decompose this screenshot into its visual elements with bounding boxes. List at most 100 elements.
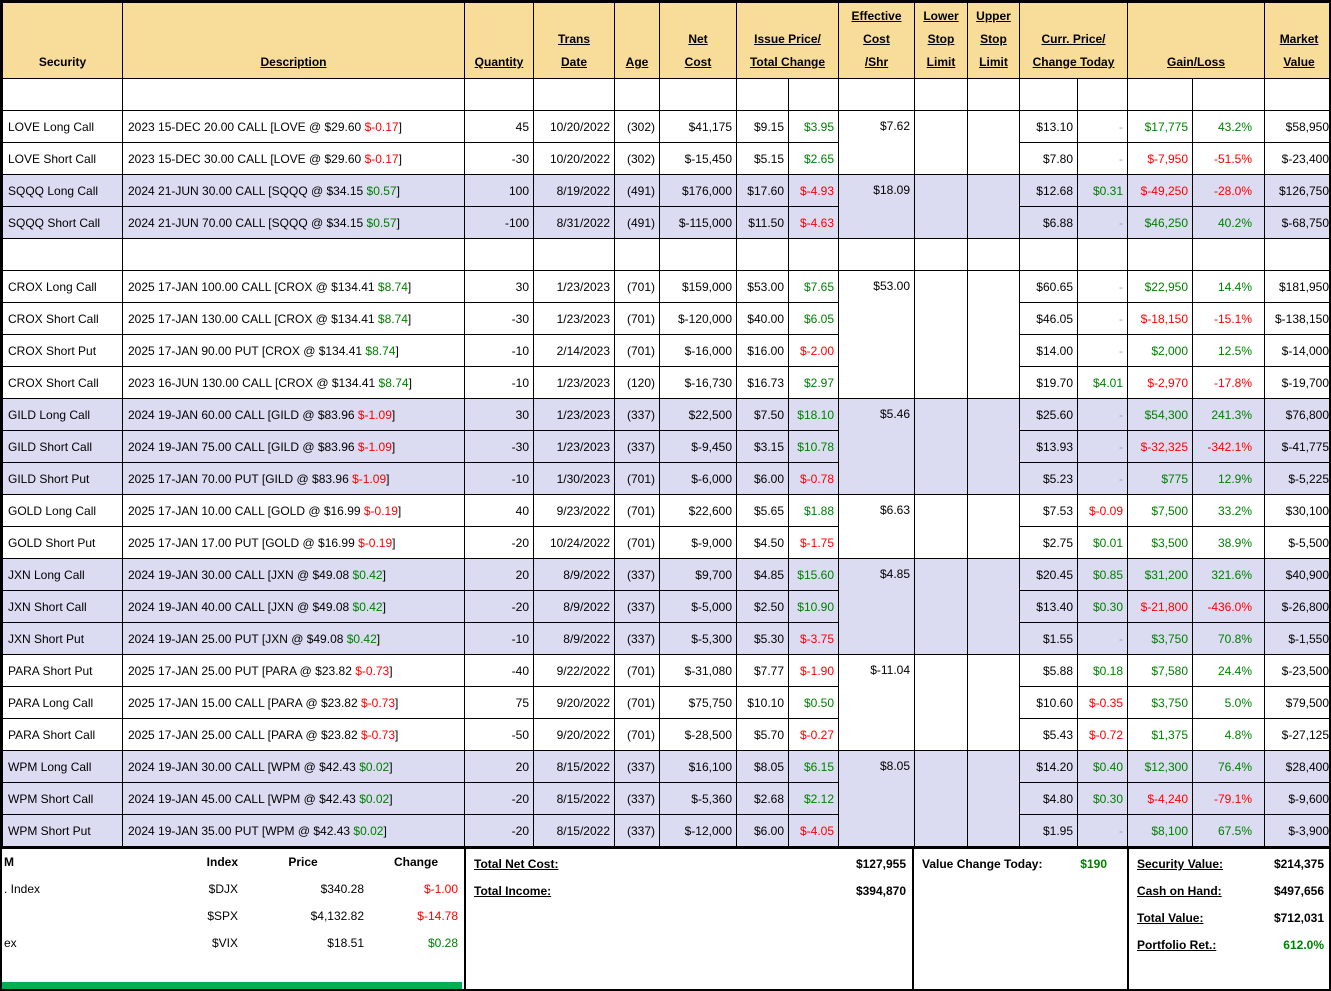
position-row: CROX Short Call 2023 16-JUN 130.00 CALL [… (2, 366, 1329, 399)
issue-price-cell: $3.15 (736, 430, 789, 463)
change-today-cell: - (1076, 814, 1129, 847)
column-header-net-cost[interactable]: Net Cost (659, 2, 737, 79)
index-column-header: Index (206, 855, 238, 869)
column-header-label: Effective Cost /Shr (851, 9, 902, 69)
column-header-gain-loss[interactable]: Gain/Loss (1127, 2, 1266, 79)
index-row-vix: ex $VIX $18.51 $0.28 (2, 930, 464, 957)
gain-cell: $46,250 (1127, 206, 1194, 239)
total-change-cell: $-2.00 (788, 334, 839, 367)
column-header-description[interactable]: Description (122, 2, 465, 79)
trans-date-cell: 10/20/2022 (533, 142, 615, 175)
column-header-lower-stop-limit[interactable]: Lower Stop Limit (914, 2, 968, 79)
change-today-cell: - (1076, 398, 1129, 431)
curr-price-cell: $7.80 (1019, 142, 1078, 175)
position-row: LOVE Short Call 2023 15-DEC 30.00 CALL [L… (2, 142, 1329, 175)
column-header-effective-cost-shr[interactable]: Effective Cost /Shr (838, 2, 915, 79)
description-text: 2025 17-JAN 70.00 PUT [GILD @ $83.96 (128, 471, 353, 486)
description-stock-change: $-0.17 (364, 151, 399, 166)
net-cost-cell: $-12,000 (659, 814, 737, 847)
trans-date-cell: 2/14/2023 (533, 334, 615, 367)
market-value-cell: $58,950 (1264, 110, 1329, 143)
issue-price-cell: $5.70 (736, 718, 789, 751)
description-text: 2024 19-JAN 35.00 PUT [WPM @ $42.43 (128, 823, 354, 838)
description-cell: 2024 19-JAN 35.00 PUT [WPM @ $42.43 $0.0… (122, 814, 465, 847)
effective-cost-cell: $7.62 (838, 110, 915, 175)
market-value-cell: $-1,550 (1264, 622, 1329, 655)
curr-price-cell: $46.05 (1019, 302, 1078, 335)
description-text: ] (391, 439, 396, 454)
column-header-security[interactable]: Security (2, 2, 123, 79)
description-cell: 2023 16-JUN 130.00 CALL [CROX @ $134.41 … (122, 366, 465, 399)
issue-price-cell: $5.15 (736, 142, 789, 175)
total-change-cell: $-3.75 (788, 622, 839, 655)
position-row: GOLD Short Put 2025 17-JAN 17.00 PUT [GOL… (2, 526, 1329, 559)
total-change-cell: $-1.75 (788, 526, 839, 559)
total-change-cell: $-1.90 (788, 654, 839, 687)
description-text: ] (376, 631, 381, 646)
upper-stop-cell (967, 110, 1020, 175)
index-symbol: $VIX (211, 936, 238, 950)
quantity-cell: -50 (464, 718, 534, 751)
description-stock-change: $0.42 (352, 567, 383, 582)
net-cost-cell: $159,000 (659, 270, 737, 303)
total-change-cell: $2.65 (788, 142, 839, 175)
footer: M Index Price Change . Index $DJX $340.2… (2, 847, 1329, 989)
description-text: ] (398, 119, 402, 134)
security-cell: JXN Short Call (2, 590, 123, 623)
column-header-label: Age (625, 55, 649, 69)
trans-date-cell: 8/15/2022 (533, 750, 615, 783)
position-row: SQQQ Short Call 2024 21-JUN 70.00 CALL [S… (2, 206, 1329, 239)
market-value-cell: $-23,400 (1264, 142, 1329, 175)
net-cost-cell: $176,000 (659, 174, 737, 207)
market-value-cell: $-68,750 (1264, 206, 1329, 239)
column-header-market-value[interactable]: Market Value (1264, 2, 1329, 79)
gain-cell: $2,000 (1127, 334, 1194, 367)
description-stock-change: $-0.19 (363, 503, 398, 518)
column-header-upper-stop-limit[interactable]: Upper Stop Limit (967, 2, 1020, 79)
column-header-trans-date[interactable]: Trans Date (533, 2, 615, 79)
description-cell: 2025 17-JAN 100.00 CALL [CROX @ $134.41 … (122, 270, 465, 303)
description-cell: 2023 15-DEC 30.00 CALL [LOVE @ $29.60 $-… (122, 142, 465, 175)
issue-price-cell (736, 238, 789, 271)
total-change-cell: $2.97 (788, 366, 839, 399)
trans-date-cell: 1/23/2023 (533, 302, 615, 335)
age-cell: (701) (614, 494, 660, 527)
description-text: ] (382, 567, 386, 582)
market-value-cell: $126,750 (1264, 174, 1329, 207)
index-panel-clipped-text: M (4, 855, 14, 869)
security-cell: PARA Short Call (2, 718, 123, 751)
cash-on-hand-row: Cash on Hand: $497,656 (1129, 878, 1329, 905)
column-header-quantity[interactable]: Quantity (464, 2, 534, 79)
description-text: 2024 21-JUN 30.00 CALL [SQQQ @ $34.15 (128, 183, 367, 198)
curr-price-cell: $13.10 (1019, 110, 1078, 143)
column-header-curr-price-change-today[interactable]: Curr. Price/ Change Today (1018, 2, 1129, 79)
total-value-label: Total Value: (1137, 911, 1204, 925)
description-stock-change: $-0.17 (364, 119, 399, 134)
upper-stop-cell (967, 238, 1020, 271)
security-value-label: Security Value: (1137, 857, 1224, 871)
age-cell: (701) (614, 526, 660, 559)
trans-date-cell: 1/23/2023 (533, 430, 615, 463)
gain-pct-cell: 12.9% (1192, 462, 1266, 495)
description-text: 2025 17-JAN 90.00 PUT [CROX @ $134.41 (128, 343, 366, 358)
gain-cell (1127, 78, 1194, 111)
quantity-cell: -20 (464, 526, 534, 559)
index-price: $4,132.82 (310, 909, 364, 923)
security-cell: SQQQ Long Call (2, 174, 123, 207)
effective-cost-cell: $8.05 (838, 750, 915, 847)
position-row: SQQQ Long Call 2024 21-JUN 30.00 CALL [SQ… (2, 174, 1329, 239)
upper-stop-cell (967, 654, 1020, 751)
description-stock-change: $-0.73 (355, 663, 390, 678)
issue-price-cell: $10.10 (736, 686, 789, 719)
security-cell: WPM Long Call (2, 750, 123, 783)
total-change-cell: $-4.05 (788, 814, 839, 847)
description-text: ] (389, 759, 393, 774)
trans-date-cell: 8/9/2022 (533, 622, 615, 655)
net-cost-cell: $-9,450 (659, 430, 737, 463)
description-stock-change: $0.02 (359, 759, 390, 774)
column-header-issue-price-total-change[interactable]: Issue Price/ Total Change (736, 2, 839, 79)
column-header-age[interactable]: Age (614, 2, 660, 79)
value-change-today-label: Value Change Today: (922, 857, 1043, 871)
net-cost-cell: $75,750 (659, 686, 737, 719)
curr-price-cell: $1.55 (1019, 622, 1078, 655)
